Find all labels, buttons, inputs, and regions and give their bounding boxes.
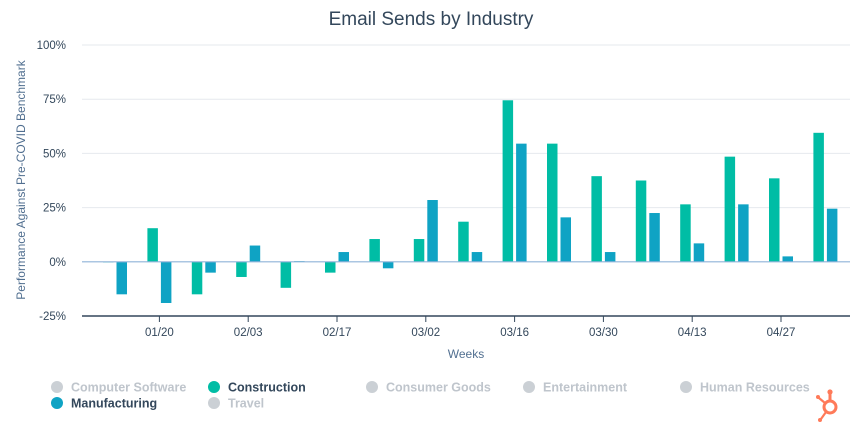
bar-construction-01-27[interactable] [191,261,203,295]
bar-construction-02-17[interactable] [325,261,336,273]
legend-label: Human Resources [700,381,810,395]
bar-manufacturing-03-16[interactable] [516,143,527,262]
bar-construction-03-30[interactable] [591,176,602,262]
bar-manufacturing-04-06[interactable] [649,213,660,262]
y-tick-label: 100% [37,40,66,52]
x-tick-label: 01/20 [145,327,174,339]
bar-manufacturing-03-02[interactable] [427,200,438,262]
y-tick-label: 50% [43,148,66,160]
legend-marker [208,381,220,393]
y-tick-label: -25% [39,311,66,323]
chart-title: Email Sends by Industry [329,9,534,30]
legend-label: Travel [228,397,264,411]
x-tick-label: 02/17 [323,327,352,339]
x-tick-label: 04/13 [678,327,707,339]
legend-item-computer-software[interactable]: Computer Software [51,381,186,395]
bar-manufacturing-03-30[interactable] [604,252,616,262]
bar-manufacturing-01-13[interactable] [116,261,128,295]
legend-label: Computer Software [71,381,186,395]
y-axis-ticks: -25% 0% 25% 50% 75% 100% [37,40,66,323]
y-axis-label: Performance Against Pre-COVID Benchmark [14,59,28,299]
bar-manufacturing-04-20[interactable] [738,204,749,262]
y-tick-label: 75% [43,94,66,106]
x-tick-label: 03/16 [500,327,529,339]
x-tick-label: 02/03 [234,327,263,339]
bar-construction-03-16[interactable] [502,100,514,262]
x-axis-ticks: 01/20 02/03 02/17 03/02 03/16 03/30 04/13 04/27 [145,316,795,339]
legend-item-human-resources[interactable]: Human Resources [680,381,810,395]
x-axis-label: Weeks [448,347,484,361]
bar-manufacturing-04-13[interactable] [693,243,705,262]
legend-marker [51,381,63,393]
legend-label: Entertainment [543,381,628,395]
bar-construction-02-10[interactable] [280,261,292,288]
bar-manufacturing-01-20[interactable] [160,261,172,303]
legend-marker [51,397,63,409]
bar-manufacturing-05-04[interactable] [826,208,838,262]
x-tick-label: 03/02 [411,327,440,339]
legend-marker [680,381,692,393]
bar-construction-03-09[interactable] [458,221,469,262]
bar-manufacturing-02-24[interactable] [382,261,394,269]
bar-construction-05-04[interactable] [813,132,824,262]
bar-manufacturing-02-03[interactable] [249,245,261,262]
bar-manufacturing-03-23[interactable] [560,217,572,262]
legend-label: Manufacturing [71,397,157,411]
bar-construction-02-24[interactable] [369,239,380,262]
bar-manufacturing-02-17[interactable] [338,252,350,262]
bar-construction-04-20[interactable] [724,156,736,262]
legend-item-entertainment[interactable]: Entertainment [523,381,628,395]
y-tick-label: 0% [49,257,66,269]
bar-construction-02-03[interactable] [236,261,247,277]
x-tick-label: 04/27 [767,327,796,339]
legend-item-construction[interactable]: Construction [208,381,306,395]
bars [103,100,838,303]
y-tick-label: 25% [43,203,66,215]
hubspot-sprocket-icon [816,389,838,422]
legend-label: Consumer Goods [386,381,491,395]
bar-manufacturing-03-09[interactable] [471,252,483,262]
grid [82,44,850,209]
bar-manufacturing-04-27[interactable] [782,256,794,262]
bar-construction-04-27[interactable] [769,178,780,262]
bar-construction-04-06[interactable] [635,180,647,262]
bar-construction-04-13[interactable] [680,204,691,262]
bar-construction-01-20[interactable] [147,228,158,262]
legend-item-manufacturing[interactable]: Manufacturing [51,397,157,411]
legend-label: Construction [228,381,306,395]
legend-marker [366,381,378,393]
bar-construction-03-23[interactable] [547,143,558,262]
legend-item-travel[interactable]: Travel [208,397,264,411]
legend-item-consumer-goods[interactable]: Consumer Goods [366,381,491,395]
legend: Computer Software Construction Consumer Go… [51,381,810,411]
legend-marker [523,381,535,393]
bar-manufacturing-01-27[interactable] [205,261,216,273]
x-tick-label: 03/30 [589,327,618,339]
bar-construction-03-02[interactable] [413,239,425,262]
legend-marker [208,397,220,409]
